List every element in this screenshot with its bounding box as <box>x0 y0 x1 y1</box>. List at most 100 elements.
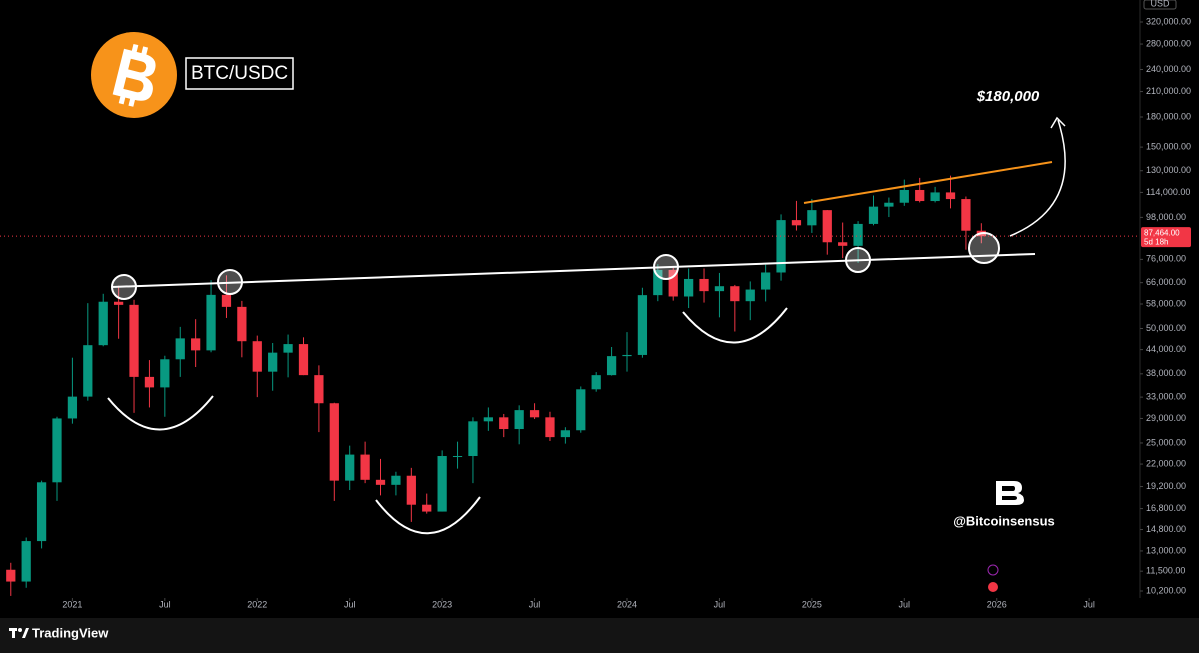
candle-body <box>21 541 31 582</box>
candle-body <box>144 376 155 388</box>
candle-body <box>884 202 894 207</box>
y-tick-label: 114,000.00 <box>1146 187 1190 197</box>
candle-body <box>83 345 93 397</box>
candle-body <box>684 278 694 297</box>
candle-body <box>791 220 802 226</box>
arrow-head <box>1050 116 1066 129</box>
x-tick-label: 2021 <box>62 599 82 609</box>
candle-body <box>930 192 940 202</box>
last-price-badge <box>1141 227 1191 248</box>
footer-bar <box>0 618 1199 653</box>
touch-circle <box>968 232 1000 264</box>
candle-body <box>606 356 617 376</box>
candle-body <box>714 286 725 292</box>
y-tick-label: 98,000.00 <box>1146 212 1186 222</box>
touch-circle <box>111 274 137 300</box>
countdown-label: 5d 18h <box>1144 237 1168 246</box>
arc <box>375 496 481 535</box>
y-tick-label: 130,000.00 <box>1146 165 1191 175</box>
touch-circle <box>217 269 243 295</box>
bitcoin-logo <box>91 32 177 118</box>
candle-body <box>452 456 463 458</box>
candle-body <box>329 403 339 481</box>
x-tick-label: Jul <box>714 599 726 609</box>
y-tick-label: 11,500.00 <box>1146 566 1185 576</box>
candle-body <box>499 417 509 430</box>
x-tick-label: Jul <box>1083 599 1095 609</box>
candle-body <box>160 359 170 388</box>
icon <box>987 564 999 576</box>
candle-body <box>36 482 47 542</box>
candle-body <box>98 301 108 346</box>
brand-logo <box>996 481 1024 505</box>
x-tick-label: 2025 <box>802 599 822 609</box>
candle-body <box>314 375 324 404</box>
currency-badge <box>1143 0 1177 10</box>
candle-body <box>899 189 909 203</box>
y-tick-label: 29,000.00 <box>1146 413 1186 423</box>
x-tick-label: 2023 <box>432 599 452 609</box>
candle-body <box>67 396 78 419</box>
candle-body <box>360 454 370 480</box>
candle-body <box>345 454 355 481</box>
candle-body <box>807 210 817 226</box>
y-tick-label: 76,000.00 <box>1146 254 1186 264</box>
candle-body <box>822 210 832 243</box>
y-tick-label: 16,800.00 <box>1146 503 1186 513</box>
candle-body <box>868 206 879 224</box>
candle-body <box>838 242 848 246</box>
currency: USD <box>1150 0 1170 8</box>
y-tick-label: 22,000.00 <box>1146 458 1186 468</box>
y-tick-label: 150,000.00 <box>1146 141 1191 151</box>
candle-body <box>375 479 386 485</box>
y-tick-label: 14,800.00 <box>1146 524 1186 534</box>
candle-body <box>6 569 16 582</box>
candle-body <box>114 301 124 305</box>
candle-body <box>961 199 971 231</box>
arrow <box>1009 119 1066 237</box>
candle-body <box>637 295 648 355</box>
y-tick-label: 38,000.00 <box>1146 368 1186 378</box>
candle-body <box>175 338 185 360</box>
y-tick-label: 10,200.00 <box>1146 585 1186 595</box>
candle-body <box>945 192 956 200</box>
y-tick-label: 320,000.00 <box>1146 16 1191 26</box>
candle-body <box>730 286 740 302</box>
candle-body <box>668 269 678 297</box>
y-tick-label: 44,000.00 <box>1146 344 1186 354</box>
candle-body <box>699 278 709 292</box>
candle-body <box>622 354 632 357</box>
y-tick-label: 210,000.00 <box>1146 86 1191 96</box>
title-box <box>185 57 294 90</box>
candle-body <box>391 475 401 485</box>
y-tick-label: 180,000.00 <box>1146 111 1191 121</box>
candle-body <box>468 421 478 457</box>
arc <box>107 395 214 431</box>
y-tick-label: 19,200.00 <box>1146 481 1186 491</box>
touch-circle <box>653 254 679 280</box>
candle-body <box>298 344 309 376</box>
x-tick-label: 2026 <box>987 599 1007 609</box>
candle-body <box>653 269 663 296</box>
touch-circle <box>845 247 871 273</box>
candle-body <box>206 294 216 351</box>
footer-logo <box>9 628 29 638</box>
icon <box>988 582 998 592</box>
support-line <box>111 253 1036 288</box>
candle-body <box>191 338 201 351</box>
y-tick-label: 58,000.00 <box>1146 298 1186 308</box>
y-tick-label: 280,000.00 <box>1146 38 1191 48</box>
y-tick-label: 33,000.00 <box>1146 391 1186 401</box>
candle-body <box>545 417 555 438</box>
chart-title: BTC/USDC <box>191 63 288 84</box>
candle-body <box>52 418 62 483</box>
y-tick-label: 25,000.00 <box>1146 437 1186 447</box>
resistance-line <box>803 161 1053 204</box>
candle-body <box>252 341 262 372</box>
candle-body <box>591 375 601 390</box>
candle-body <box>745 289 755 302</box>
candle-body <box>268 352 278 372</box>
candle-body <box>406 475 416 505</box>
